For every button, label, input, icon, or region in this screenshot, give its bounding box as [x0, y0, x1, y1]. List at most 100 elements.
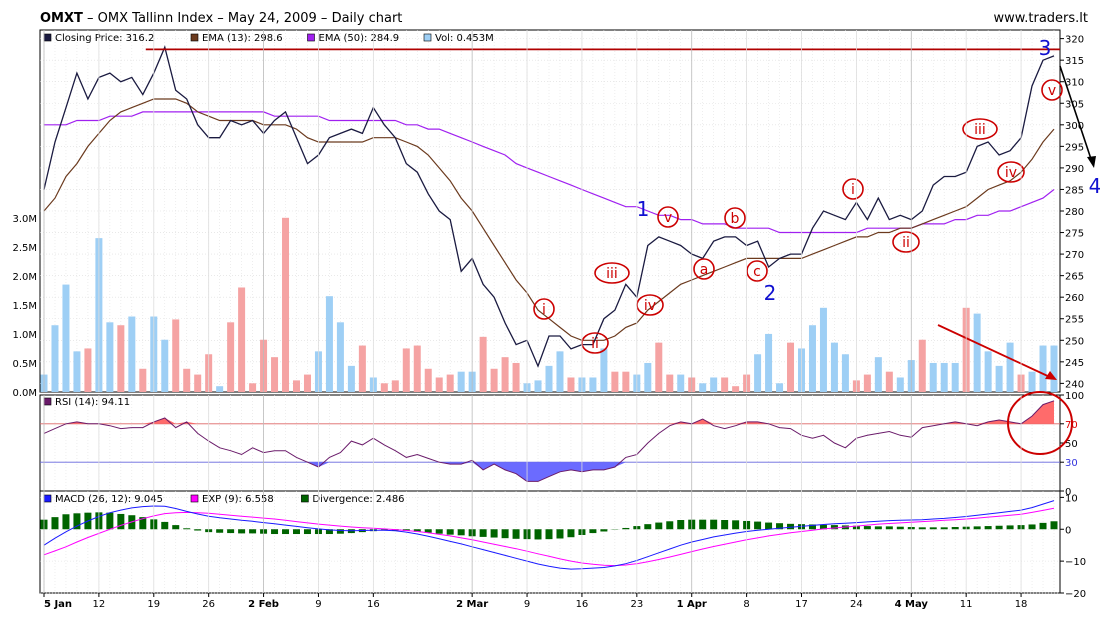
divergence-bar	[896, 526, 904, 530]
volume-bar	[128, 316, 136, 392]
volume-bar	[51, 325, 59, 392]
wave-label-red: a	[700, 262, 709, 278]
rsi-tick-label: 100	[1065, 391, 1084, 402]
y-tick-label: 290	[1065, 164, 1084, 175]
volume-bar	[710, 377, 718, 392]
volume-bar	[644, 362, 652, 392]
volume-bar	[776, 383, 784, 392]
wave-label-red: iv	[644, 298, 656, 314]
volume-bar	[918, 339, 926, 392]
volume-tick-label: 1.5M	[12, 301, 37, 312]
x-tick-label: 23	[630, 599, 643, 610]
volume-bar	[84, 348, 92, 392]
volume-tick-label: 1.0M	[12, 330, 37, 341]
site-link[interactable]: www.traders.lt	[993, 11, 1088, 26]
y-tick-label: 315	[1065, 56, 1084, 67]
volume-bar	[754, 354, 762, 392]
divergence-bar	[666, 521, 674, 530]
legend-swatch	[301, 494, 309, 503]
symbol: OMXT	[40, 11, 83, 26]
x-tick-label: 16	[576, 599, 589, 610]
legend-swatch	[43, 494, 52, 503]
volume-bar	[194, 374, 202, 392]
divergence-bar	[161, 521, 169, 530]
volume-bar	[874, 357, 882, 392]
wave-label-red: ii	[591, 336, 599, 352]
rsi-tick-label: 30	[1065, 458, 1078, 469]
volume-bar	[336, 322, 344, 392]
legend-label: MACD (26, 12): 9.045	[55, 494, 163, 505]
volume-bar	[501, 357, 509, 392]
rsi-tick-label: 0	[1065, 487, 1071, 498]
divergence-bar	[622, 527, 630, 530]
volume-bar	[282, 217, 290, 392]
volume-bar	[929, 362, 937, 392]
divergence-bar	[336, 529, 344, 534]
volume-bar	[896, 377, 904, 392]
wave-label-circle	[724, 207, 746, 229]
wave-label-red: iv	[1005, 165, 1017, 181]
x-tick-label: 4 May	[895, 599, 929, 610]
volume-bar	[545, 365, 553, 392]
divergence-bar	[863, 526, 871, 530]
divergence-bar	[117, 513, 125, 530]
y-tick-label: 245	[1065, 358, 1084, 369]
title-text: – OMX Tallinn Index – May 24, 2009 – Dai…	[87, 11, 403, 26]
divergence-bar	[765, 522, 773, 530]
divergence-bar	[139, 517, 147, 530]
divergence-bar	[885, 526, 893, 530]
y-tick-label: 285	[1065, 185, 1084, 196]
wave-label-circle	[997, 161, 1025, 183]
divergence-bar	[457, 529, 465, 536]
divergence-bar	[699, 519, 707, 530]
divergence-bar	[655, 522, 663, 530]
x-tick-label: 12	[93, 599, 106, 610]
volume-tick-label: 3.0M	[12, 214, 37, 225]
divergence-bar	[951, 527, 959, 530]
volume-bar	[249, 383, 257, 392]
x-tick-label: 19	[147, 599, 160, 610]
y-tick-label: 320	[1065, 35, 1084, 46]
wave-label-red: v	[664, 210, 672, 226]
x-tick-label: 2 Mar	[456, 599, 488, 610]
divergence-bar	[984, 526, 992, 530]
volume-bar	[293, 380, 300, 392]
legend-swatch	[43, 33, 52, 42]
divergence-bar	[238, 529, 246, 534]
y-tick-label: 270	[1065, 250, 1084, 261]
divergence-bar	[62, 514, 70, 530]
divergence-bar	[227, 529, 235, 534]
volume-bar	[413, 345, 421, 392]
volume-bar	[479, 336, 487, 392]
divergence-bar	[1006, 525, 1014, 530]
divergence-bar	[600, 529, 608, 532]
divergence-bar	[754, 521, 762, 530]
macd-tick-label: −20	[1065, 589, 1086, 600]
divergence-bar	[183, 528, 191, 530]
rsi-oversold-fill	[44, 462, 1054, 482]
volume-bar	[940, 362, 948, 392]
divergence-bar	[644, 524, 652, 530]
divergence-bar	[73, 513, 81, 530]
wave-label-red: ii	[902, 235, 910, 251]
volume-bar	[589, 377, 597, 392]
y-tick-label: 250	[1065, 336, 1084, 347]
wave-label-circle	[842, 178, 864, 200]
volume-bar	[885, 371, 893, 392]
divergence-bar	[589, 529, 597, 534]
volume-bar	[172, 319, 180, 392]
divergence-bar	[874, 526, 882, 530]
volume-bar	[424, 368, 432, 392]
rsi-line	[43, 400, 1055, 482]
divergence-bar	[293, 529, 300, 535]
chart-title: OMXT – OMX Tallinn Index – May 24, 2009 …	[40, 11, 402, 26]
volume-bar	[183, 368, 191, 392]
volume-bar	[402, 348, 410, 392]
divergence-bar	[677, 520, 685, 530]
volume-trend-arrowhead	[1045, 371, 1057, 380]
wave-label-blue: 3	[1039, 36, 1052, 60]
wave-label-circle	[693, 258, 715, 280]
divergence-bar	[995, 525, 1003, 530]
divergence-bar	[918, 527, 926, 530]
volume-bar	[1006, 342, 1014, 392]
